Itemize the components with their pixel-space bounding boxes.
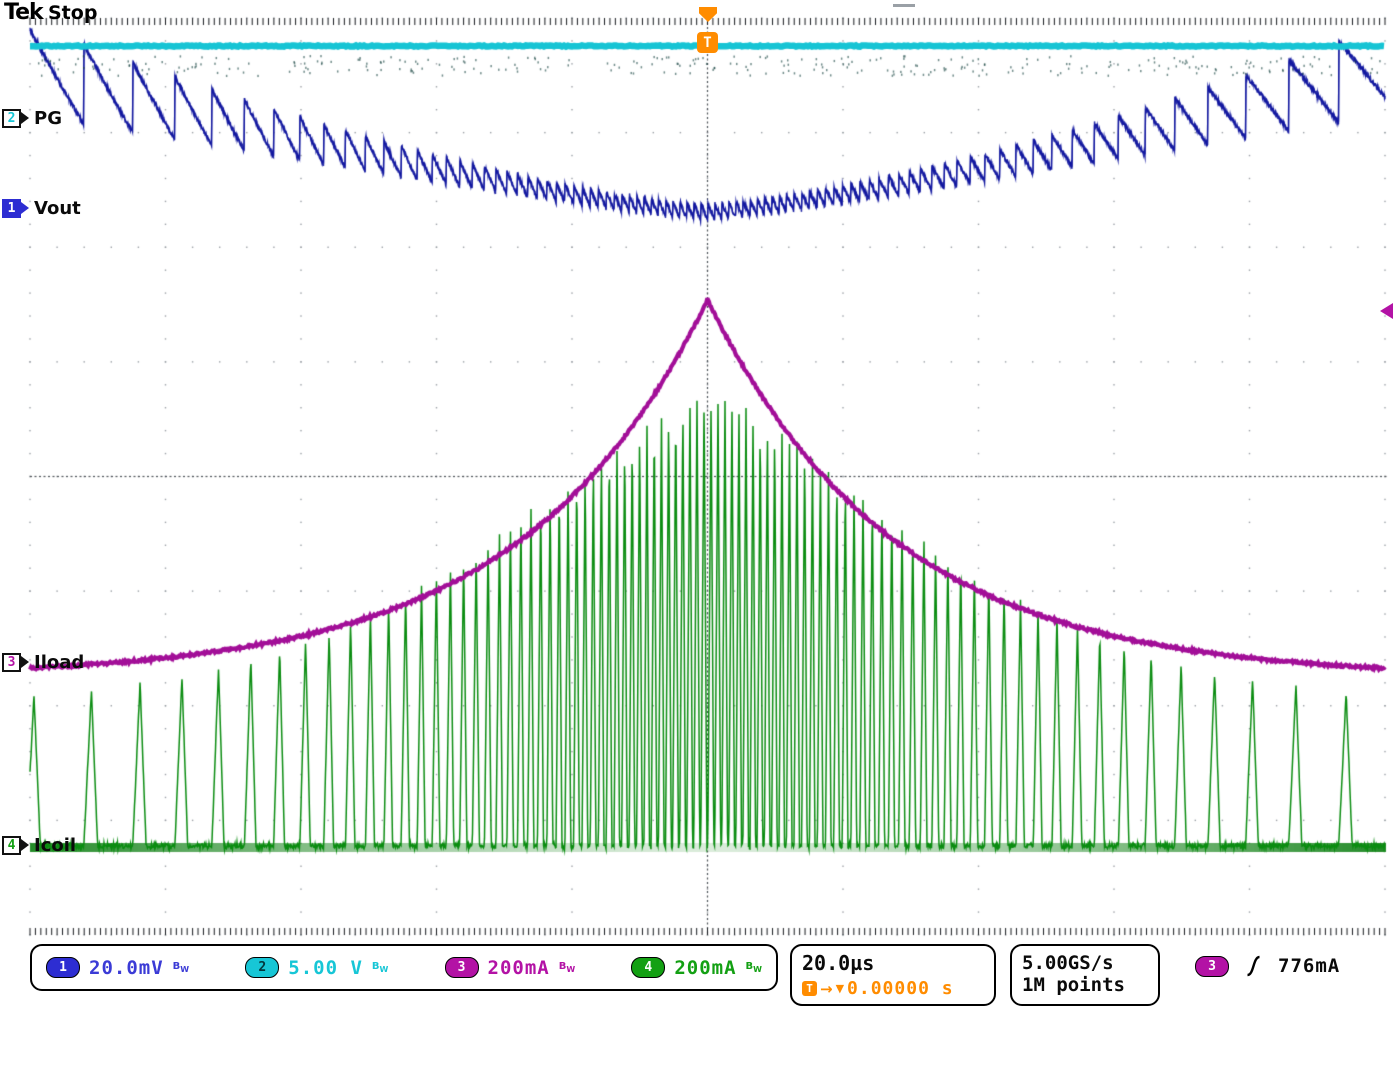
bandwidth-limit-icon: BW — [746, 961, 762, 974]
timebase-readout: 20.0µs T → ▼ 0.00000 s — [790, 944, 996, 1006]
bw-sub-letter: W — [753, 965, 762, 974]
channel2-badge: 2 — [245, 957, 280, 978]
channel1-label: Vout — [34, 197, 81, 219]
bandwidth-limit-icon: BW — [372, 961, 388, 974]
timebase-value: 20.0µs — [802, 951, 875, 975]
arrow-right-icon: → — [820, 979, 833, 998]
marker-arrow-icon — [21, 202, 29, 214]
bw-letter: B — [172, 961, 181, 972]
trigger-position-readout: T → ▼ 0.00000 s — [802, 978, 984, 999]
channel4-scale-value: 200mA — [674, 956, 737, 979]
channel1-badge: 1 — [46, 957, 80, 978]
bandwidth-limit-icon: BW — [559, 961, 575, 974]
channel3-scale-value: 200mA — [487, 956, 550, 979]
channel1-ground-marker[interactable]: 1 Vout — [2, 197, 81, 219]
trigger-level-value: 776mA — [1278, 955, 1341, 977]
trigger-position-flag[interactable]: T — [697, 32, 718, 53]
channel3-badge: 3 — [444, 957, 479, 978]
trigger-time-value: 0.00000 s — [847, 978, 954, 999]
channel2-ground-marker[interactable]: 2 PG — [2, 107, 62, 129]
channel4-marker-number[interactable]: 4 — [2, 835, 21, 855]
trigger-level-arrow-icon[interactable] — [1380, 303, 1393, 319]
sample-rate-value: 5.00GS/s — [1022, 952, 1114, 974]
rising-edge-icon — [1247, 955, 1260, 977]
record-length-value: 1M points — [1022, 974, 1125, 996]
bw-letter: B — [745, 961, 754, 972]
channel-scale-readout: 1 20.0mV BW 2 5.00 V BW 3 200mA BW 4 200… — [30, 944, 778, 991]
bandwidth-limit-icon: BW — [173, 961, 189, 974]
channel3-marker-number[interactable]: 3 — [2, 652, 21, 672]
channel3-label: Iload — [34, 651, 85, 673]
screen-artifact-dash — [893, 4, 915, 7]
channel4-label: Icoil — [34, 834, 77, 856]
channel2-marker-number[interactable]: 2 — [2, 108, 21, 128]
channel2-scale-value: 5.00 V — [288, 956, 363, 979]
channel4-ground-marker[interactable]: 4 Icoil — [2, 834, 76, 856]
bw-letter: B — [371, 961, 380, 972]
bw-sub-letter: W — [180, 965, 190, 974]
trigger-source-badge: 3 — [1195, 955, 1229, 977]
channel4-badge: 4 — [631, 957, 666, 978]
marker-arrow-icon — [21, 839, 29, 851]
marker-arrow-icon — [21, 112, 29, 124]
channel1-marker-number[interactable]: 1 — [2, 198, 21, 218]
channel3-ground-marker[interactable]: 3 Iload — [2, 651, 84, 673]
channel1-scale-value: 20.0mV — [89, 956, 164, 979]
trigger-readout: 3 776mA — [1195, 954, 1340, 978]
brand-logo: Tek — [4, 0, 44, 25]
acquisition-status: Stop — [48, 2, 98, 24]
bw-sub-letter: W — [379, 965, 389, 974]
waveform-canvas — [0, 0, 1394, 1010]
channel3-scale-readout: 3 200mA BW — [444, 956, 575, 979]
acquisition-readout: 5.00GS/s 1M points — [1010, 944, 1160, 1006]
bw-letter: B — [558, 961, 567, 972]
channel2-scale-readout: 2 5.00 V BW — [245, 957, 388, 979]
marker-arrow-icon — [21, 656, 29, 668]
channel2-label: PG — [34, 107, 62, 129]
trigger-icon: T — [802, 981, 817, 996]
channel1-scale-readout: 1 20.0mV BW — [46, 957, 189, 979]
arrow-down-icon: ▼ — [835, 982, 845, 995]
channel4-scale-readout: 4 200mA BW — [631, 957, 762, 979]
bw-sub-letter: W — [566, 965, 576, 974]
